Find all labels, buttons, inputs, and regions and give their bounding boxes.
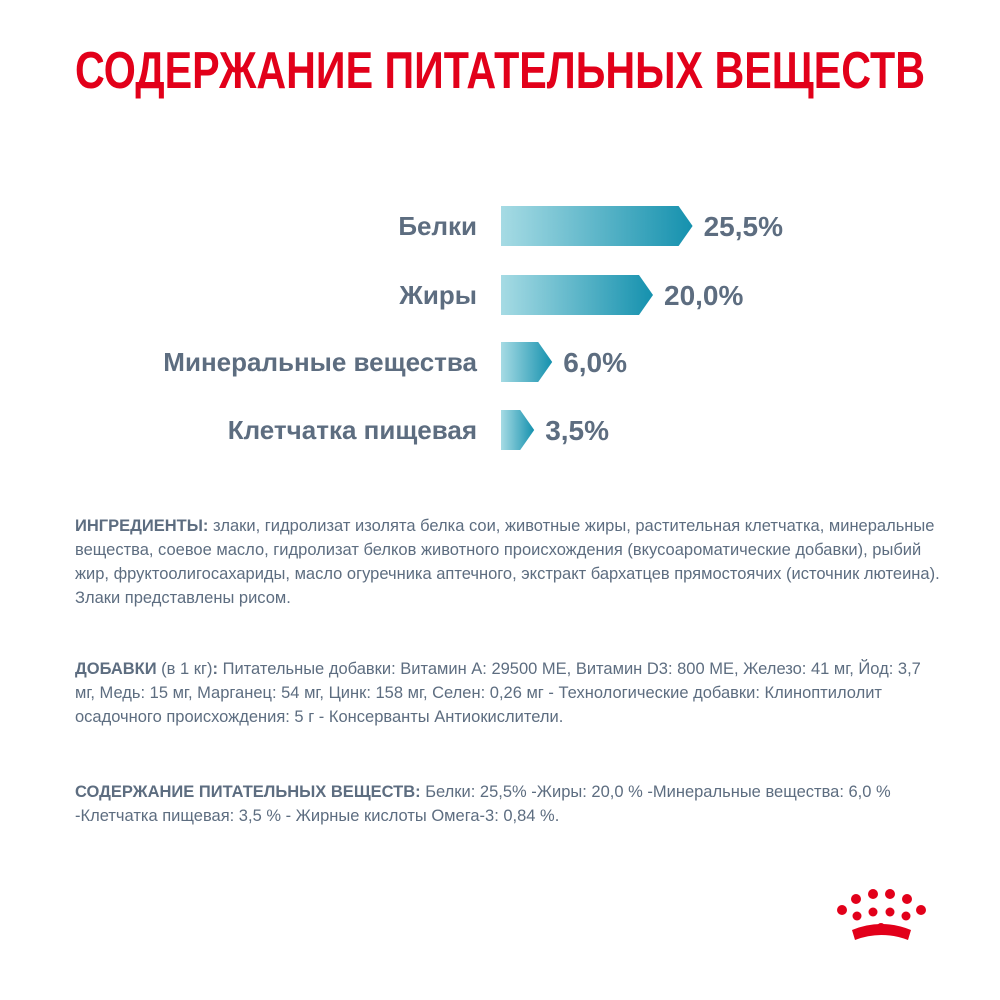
category-label: Жиры bbox=[398, 280, 477, 310]
ingredients: ИНГРЕДИЕНТЫ: злаки, гидролизат изолята б… bbox=[75, 514, 945, 610]
bar bbox=[501, 206, 693, 246]
category-label: Клетчатка пищевая bbox=[228, 415, 477, 445]
bar bbox=[501, 410, 535, 450]
bar bbox=[501, 275, 653, 315]
ingredients-label: ИНГРЕДИЕНТЫ: bbox=[75, 517, 209, 535]
value-label: 6,0% bbox=[563, 347, 627, 378]
ingredients-text: злаки, гидролизат изолята белка сои, жив… bbox=[75, 517, 940, 607]
nutrients-label: СОДЕРЖАНИЕ ПИТАТЕЛЬНЫХ ВЕЩЕСТВ: bbox=[75, 783, 421, 801]
value-label: 20,0% bbox=[664, 280, 743, 311]
additives-label: ДОБАВКИ bbox=[75, 660, 157, 678]
category-label: Минеральные вещества bbox=[163, 347, 477, 377]
value-label: 3,5% bbox=[545, 415, 609, 446]
category-label: Белки bbox=[398, 211, 477, 241]
additives-text: Питательные добавки: Витамин А: 29500 МЕ… bbox=[75, 660, 921, 726]
logo bbox=[837, 889, 926, 940]
value-label: 25,5% bbox=[704, 211, 783, 242]
nutrients-text: Белки: 25,5% -Жиры: 20,0 % -Минеральные … bbox=[75, 783, 891, 825]
bar bbox=[501, 342, 553, 382]
additives-qualifier: (в 1 кг) bbox=[156, 660, 213, 678]
additives: ДОБАВКИ (в 1 кг): Питательные добавки: В… bbox=[75, 657, 945, 729]
additives-colon: : bbox=[212, 660, 219, 678]
nutrients: СОДЕРЖАНИЕ ПИТАТЕЛЬНЫХ ВЕЩЕСТВ: Белки: 2… bbox=[75, 780, 945, 828]
chart-title: СОДЕРЖАНИЕ ПИТАТЕЛЬНЫХ ВЕЩЕСТВ bbox=[75, 42, 925, 100]
